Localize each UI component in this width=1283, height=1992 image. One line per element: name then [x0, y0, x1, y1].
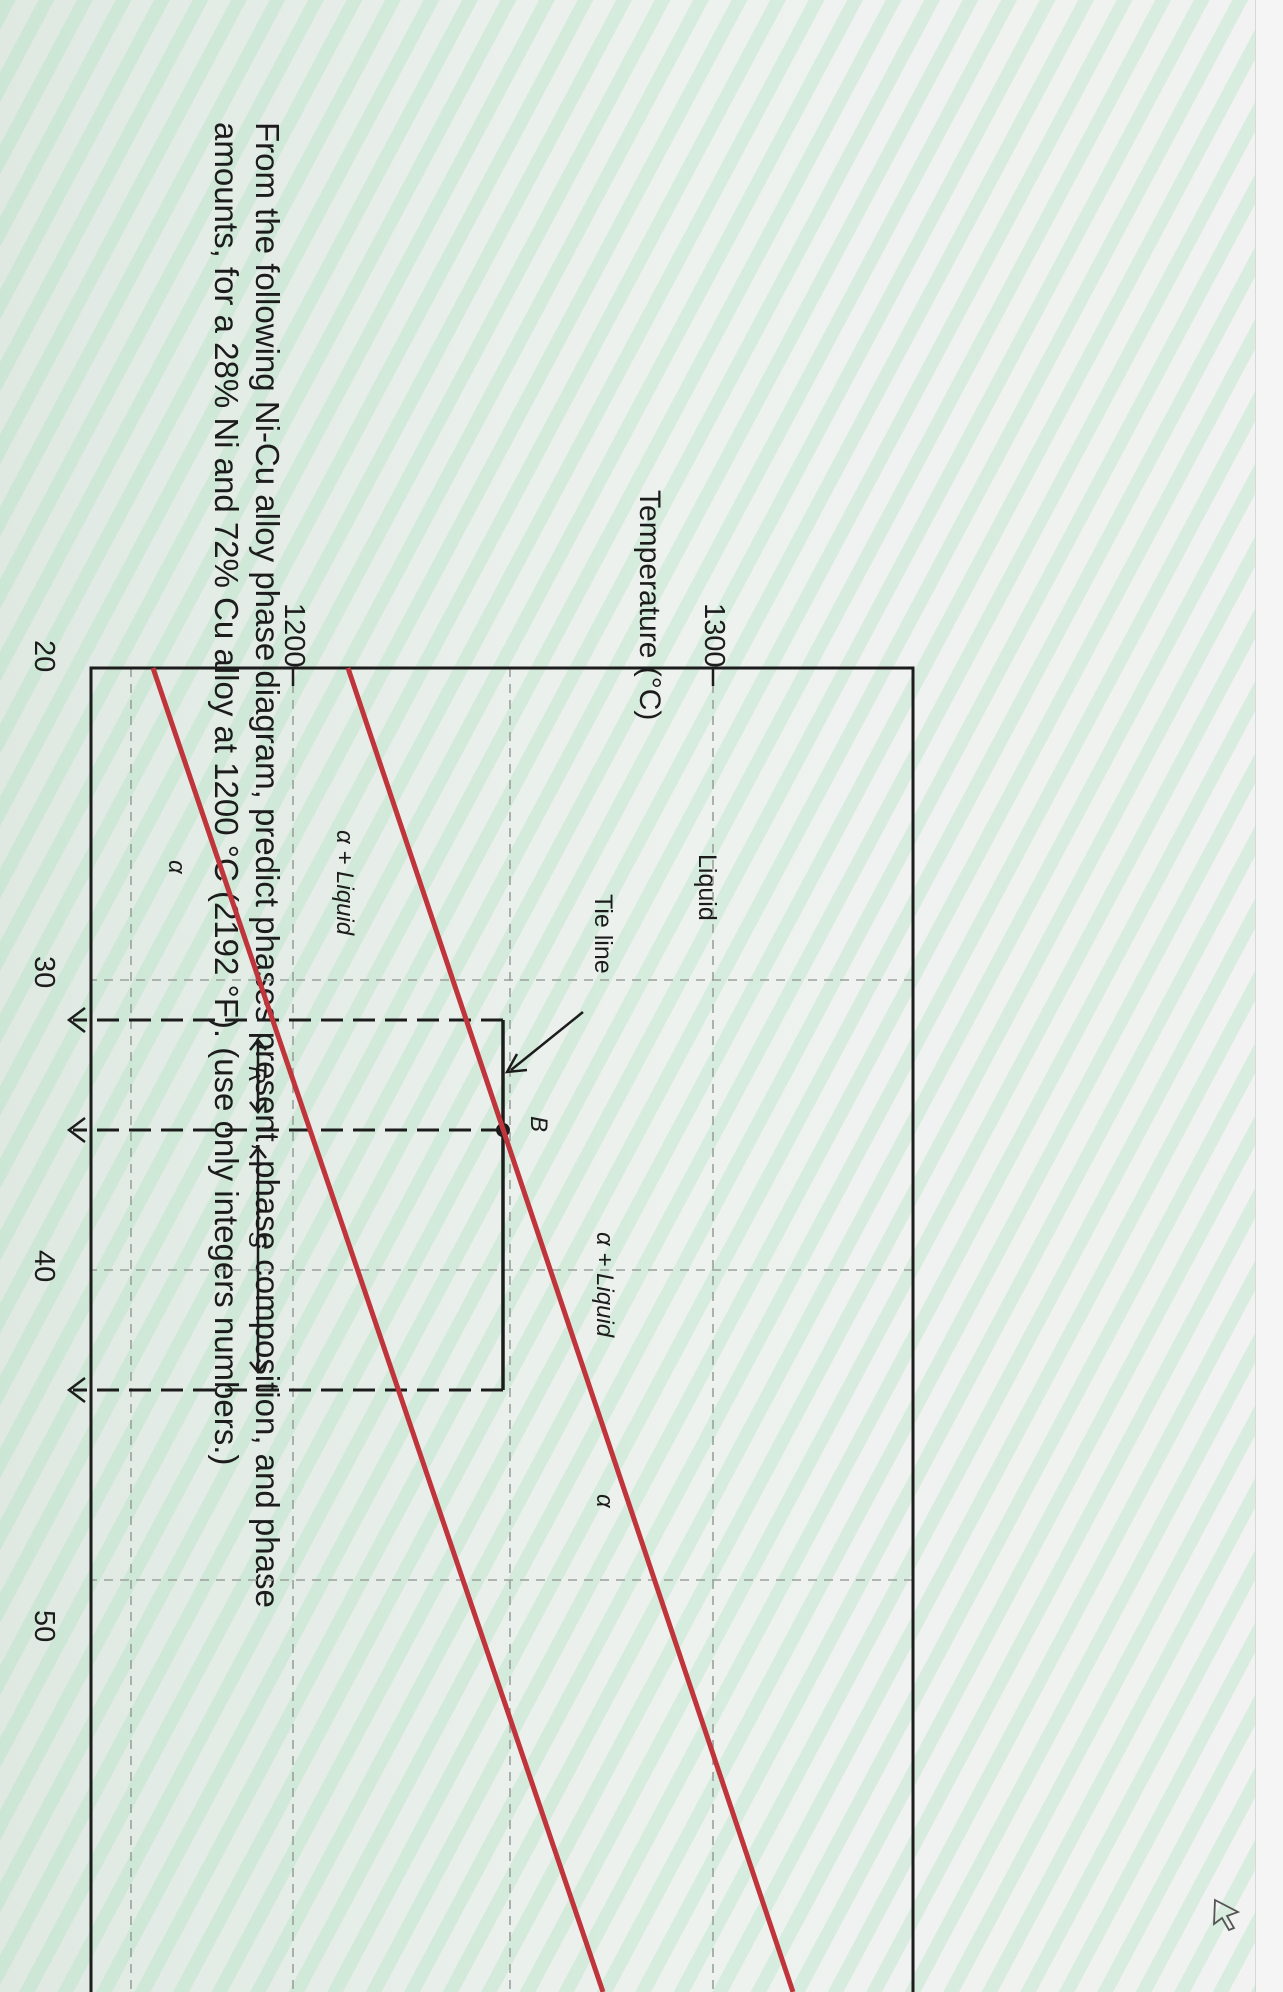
- x-tick-label-30: 30: [28, 956, 60, 988]
- question-line-2: amounts, for a 28% Ni and 72% Cu alloy a…: [208, 122, 245, 1465]
- paper-edge: [1255, 0, 1283, 1992]
- y-axis-label: Temperature (°C): [633, 490, 666, 720]
- segment-r-label: R: [243, 1066, 270, 1083]
- segment-s-label: S: [243, 1232, 270, 1248]
- arrow-head-alpha: [66, 1377, 86, 1403]
- x-tick-label-20: 20: [28, 640, 60, 672]
- liquidus-line: [345, 667, 796, 1992]
- region-label-alpha-left: α: [163, 860, 190, 875]
- composition-guides: [66, 1007, 503, 1403]
- tie-line-label: Tie line: [589, 894, 617, 974]
- x-tick-label-50: 50: [28, 1610, 60, 1642]
- tie-line-callout-head: [504, 1053, 528, 1074]
- dashed-grid: [91, 668, 913, 1992]
- arrow-head-overall: [66, 1117, 86, 1143]
- arrow-head-liquid: [66, 1007, 86, 1033]
- x-tick-label-40: 40: [28, 1250, 60, 1282]
- tie-line-callout: [510, 1011, 584, 1071]
- point-b-label: B: [525, 1116, 552, 1132]
- region-label-alpha-right: α: [591, 1494, 618, 1509]
- plot-frame: [89, 666, 915, 1992]
- region-label-alpha-liquid-left: α + Liquid: [331, 830, 358, 936]
- y-tick-label-1200: 1200: [278, 603, 310, 668]
- lever-segments: R S: [243, 1037, 270, 1375]
- segment-s-head-left: [249, 1145, 267, 1159]
- y-tick-label-1300: 1300: [698, 603, 730, 668]
- solidus-line: [150, 667, 606, 1992]
- segment-r-head-left: [249, 1037, 267, 1051]
- region-label-alpha-liquid-right: α + Liquid: [591, 1232, 618, 1338]
- segment-r-head-right: [249, 1101, 267, 1115]
- region-label-liquid: Liquid: [693, 854, 721, 921]
- segment-s-head-right: [249, 1361, 267, 1375]
- cursor-icon: [1213, 1898, 1241, 1932]
- question-line-1: From the following Ni-Cu alloy phase dia…: [249, 122, 286, 1608]
